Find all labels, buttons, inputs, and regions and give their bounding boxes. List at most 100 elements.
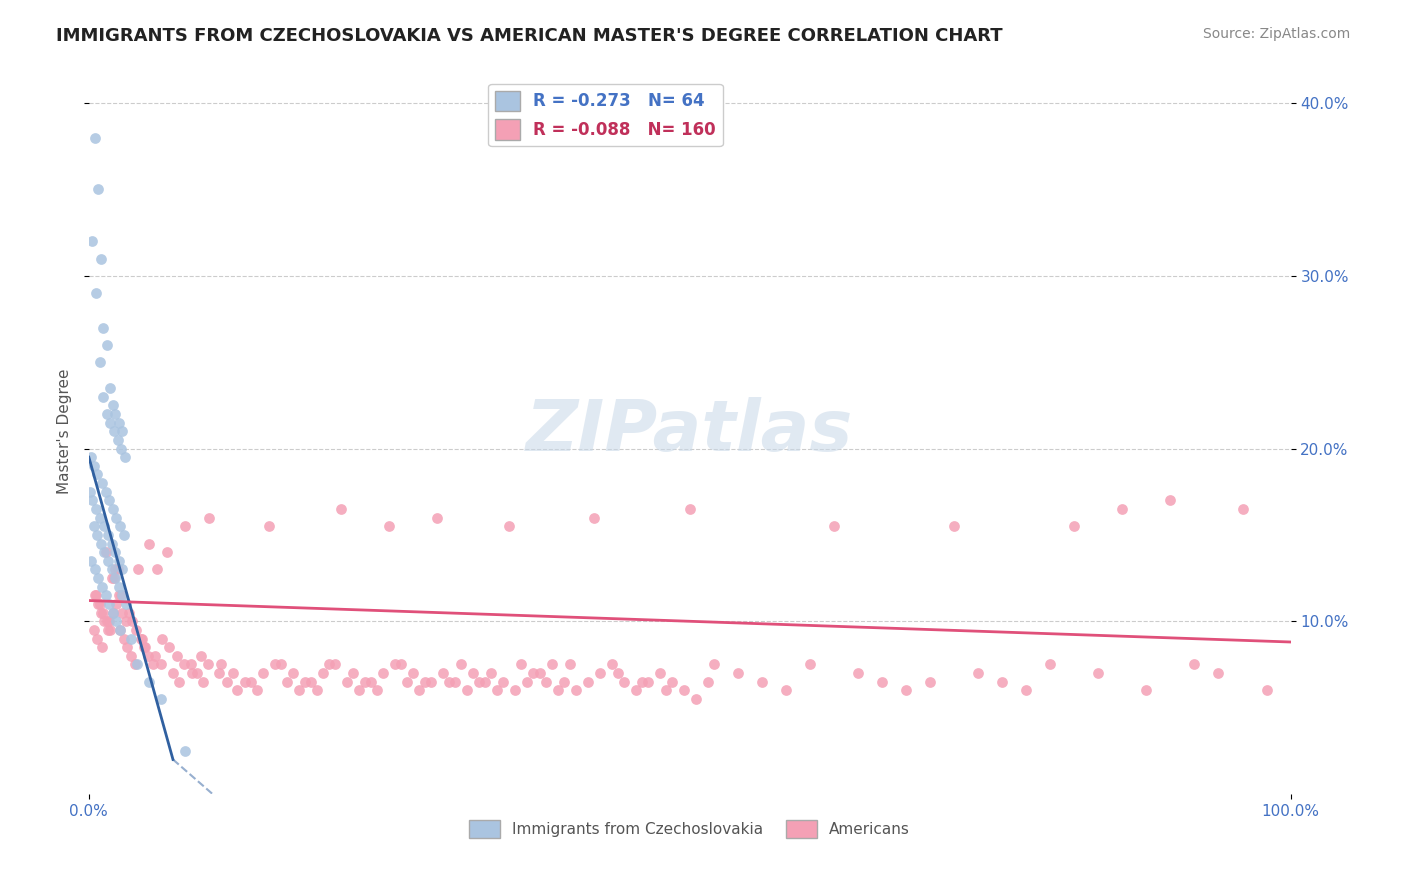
Point — [93, 519, 115, 533]
Point — [1063, 519, 1085, 533]
Point — [240, 674, 263, 689]
Point — [91, 390, 114, 404]
Point — [101, 398, 124, 412]
Point — [420, 674, 443, 689]
Text: ZIPatlas: ZIPatlas — [526, 397, 853, 466]
Point — [468, 674, 491, 689]
Point — [456, 683, 478, 698]
Point — [91, 320, 114, 334]
Point — [823, 519, 845, 533]
Point — [294, 674, 316, 689]
Point — [83, 130, 105, 145]
Point — [588, 666, 610, 681]
Point — [87, 597, 110, 611]
Point — [86, 467, 108, 482]
Point — [103, 571, 125, 585]
Point — [252, 666, 274, 681]
Point — [696, 674, 718, 689]
Point — [90, 606, 112, 620]
Point — [389, 657, 412, 672]
Text: Source: ZipAtlas.com: Source: ZipAtlas.com — [1202, 27, 1350, 41]
Point — [83, 588, 105, 602]
Point — [94, 545, 117, 559]
Point — [90, 252, 112, 266]
Point — [624, 683, 647, 698]
Point — [191, 674, 214, 689]
Point — [110, 442, 132, 456]
Point — [134, 640, 156, 655]
Point — [1159, 493, 1181, 508]
Point — [402, 666, 425, 681]
Point — [98, 614, 121, 628]
Point — [111, 562, 134, 576]
Point — [149, 657, 172, 672]
Point — [233, 674, 256, 689]
Point — [432, 666, 454, 681]
Point — [107, 562, 129, 576]
Point — [281, 666, 304, 681]
Point — [112, 528, 135, 542]
Point — [146, 562, 169, 576]
Point — [967, 666, 990, 681]
Point — [225, 683, 247, 698]
Point — [167, 674, 190, 689]
Point — [98, 597, 121, 611]
Point — [100, 416, 122, 430]
Point — [166, 648, 188, 663]
Point — [415, 674, 437, 689]
Point — [564, 683, 586, 698]
Point — [100, 562, 122, 576]
Point — [318, 657, 340, 672]
Point — [89, 355, 111, 369]
Point — [510, 657, 533, 672]
Point — [98, 493, 121, 508]
Point — [79, 484, 101, 499]
Point — [661, 674, 683, 689]
Point — [97, 528, 120, 542]
Point — [1087, 666, 1109, 681]
Point — [600, 657, 623, 672]
Point — [703, 657, 725, 672]
Point — [679, 502, 702, 516]
Point — [131, 632, 153, 646]
Point — [264, 657, 287, 672]
Point — [150, 632, 173, 646]
Point — [93, 614, 115, 628]
Point — [83, 623, 105, 637]
Point — [156, 545, 179, 559]
Point — [84, 286, 107, 301]
Point — [120, 648, 142, 663]
Point — [606, 666, 628, 681]
Point — [111, 424, 134, 438]
Point — [127, 562, 149, 576]
Point — [208, 666, 231, 681]
Point — [396, 674, 419, 689]
Point — [613, 674, 636, 689]
Point — [108, 416, 131, 430]
Point — [894, 683, 917, 698]
Point — [197, 657, 219, 672]
Point — [111, 588, 134, 602]
Point — [330, 502, 353, 516]
Point — [1015, 683, 1038, 698]
Point — [108, 623, 131, 637]
Point — [307, 683, 329, 698]
Point — [685, 692, 707, 706]
Point — [181, 666, 204, 681]
Point — [125, 623, 148, 637]
Point — [83, 562, 105, 576]
Point — [117, 606, 139, 620]
Point — [360, 674, 382, 689]
Point — [96, 614, 118, 628]
Point — [373, 666, 395, 681]
Point — [114, 450, 136, 465]
Point — [751, 674, 773, 689]
Point — [101, 606, 124, 620]
Point — [104, 545, 127, 559]
Point — [384, 657, 406, 672]
Point — [323, 657, 346, 672]
Point — [115, 597, 138, 611]
Point — [94, 588, 117, 602]
Point — [439, 674, 461, 689]
Point — [125, 657, 148, 672]
